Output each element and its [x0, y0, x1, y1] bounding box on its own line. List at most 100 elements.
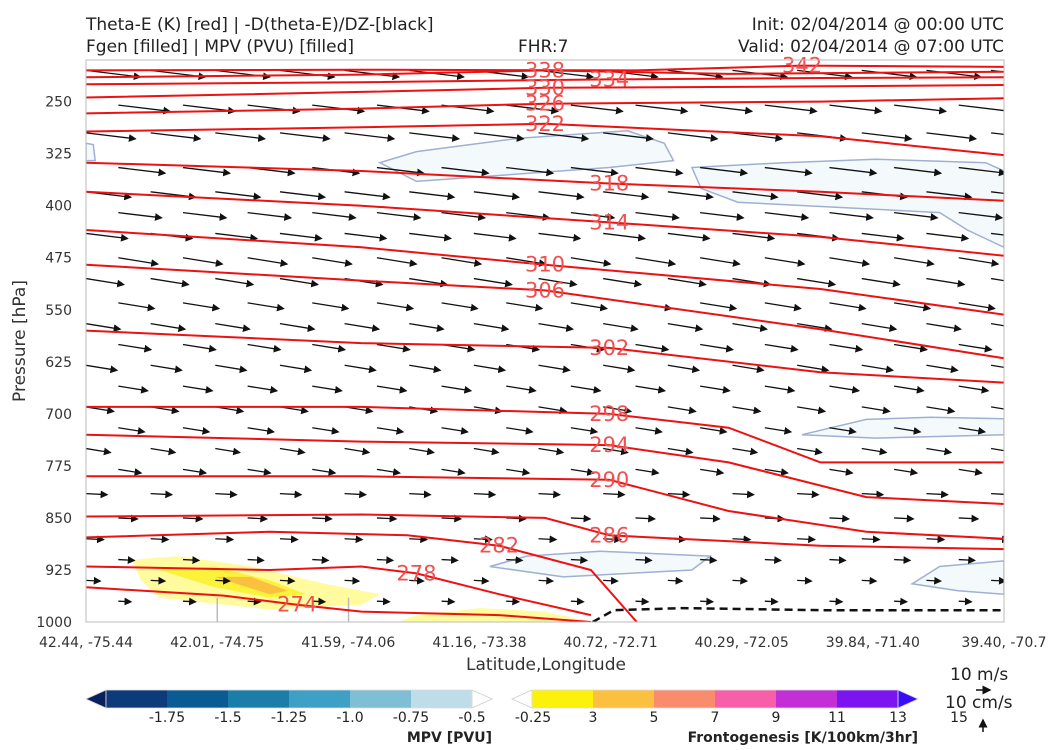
- wind-vector-61: [279, 191, 326, 201]
- wind-vector-341: [570, 597, 585, 606]
- wind-vector-239: [538, 447, 565, 456]
- wind-vector-305: [118, 556, 136, 564]
- wind-vector-201: [893, 385, 925, 394]
- wind-vector-288: [894, 514, 915, 523]
- theta-e-contour-290: [86, 475, 1004, 540]
- y-tick-250: 250: [45, 95, 72, 111]
- wind-vector-111: [700, 257, 741, 267]
- wind-vector-110: [635, 257, 677, 267]
- colorbar-label-3: 9: [772, 710, 781, 726]
- wind-vector-27: [894, 104, 947, 115]
- wind-vector-56: [894, 166, 943, 177]
- colorbar-extend-high: [471, 689, 493, 709]
- theta-e-contour-318: [86, 161, 1004, 202]
- wind-vector-232: [86, 447, 112, 456]
- colorbar-bin-1: [593, 690, 655, 708]
- wind-vector-174: [86, 364, 119, 374]
- wind-vector-194: [441, 385, 473, 394]
- colorbar-label-0: -1.75: [149, 710, 185, 726]
- wind-vector-219: [182, 427, 211, 435]
- wind-vector-108: [506, 257, 547, 267]
- wind-vector-268: [538, 490, 561, 499]
- wind-vector-214: [797, 406, 827, 415]
- wind-vector-316: [829, 556, 847, 564]
- x-tick-6: 39.84, -71.40: [826, 635, 920, 651]
- colorbar-bin-5: [411, 690, 473, 708]
- wind-vector-129: [926, 277, 966, 288]
- wind-vector-332: [926, 576, 942, 585]
- theta-e-contour-314: [86, 190, 1004, 257]
- wind-vector-334: [118, 597, 133, 606]
- theta-e-contour-310: [86, 229, 1004, 316]
- wind-vector-158: [926, 323, 962, 333]
- wind-vector-211: [603, 406, 633, 415]
- wind-vector-278: [247, 514, 269, 523]
- wind-vector-106: [376, 257, 418, 267]
- contour-label-294: 294: [589, 433, 629, 457]
- wind-vector-173: [958, 343, 993, 353]
- wind-vector-65: [538, 191, 585, 201]
- mpv-region-5: [86, 142, 97, 162]
- wind-vector-127: [797, 277, 837, 288]
- wind-vector-114: [893, 257, 935, 267]
- wind-vector-89: [215, 232, 259, 242]
- forecast-hour: FHR:7: [518, 37, 569, 57]
- wind-vector-92: [409, 232, 452, 242]
- y-tick-475: 475: [45, 251, 72, 267]
- x-tick-5: 40.29, -72.05: [695, 635, 789, 651]
- y-tick-850: 850: [45, 511, 72, 527]
- wind-vector-83: [764, 211, 810, 221]
- wind-vector-182: [603, 364, 636, 374]
- wind-vector-215: [861, 406, 891, 415]
- wind-vector-216: [926, 406, 956, 415]
- wind-vector-48: [376, 166, 425, 177]
- wind-vector-260: [958, 468, 983, 476]
- wind-vector-32: [279, 132, 331, 142]
- wind-reference: 10 m/s 10 cm/s: [945, 665, 1013, 732]
- wind-vector-94: [538, 232, 582, 242]
- wind-vector-186: [861, 364, 894, 374]
- wind-vector-312: [570, 556, 589, 564]
- colorbar-bin-4: [350, 690, 412, 708]
- wind-vector-289: [958, 514, 980, 523]
- colorbar-bin-4: [776, 690, 838, 708]
- wind-vector-245: [926, 447, 953, 456]
- colorbar-extend-low: [511, 689, 533, 709]
- wind-vector-262: [150, 490, 174, 499]
- wind-vector-35: [473, 132, 525, 142]
- wind-vector-244: [861, 447, 888, 456]
- colorbar-title: MPV [PVU]: [407, 730, 492, 746]
- wind-vector-82: [700, 211, 745, 221]
- contour-label-326: 326: [525, 92, 565, 116]
- wind-vector-241: [667, 447, 694, 456]
- wind-vector-73: [118, 211, 163, 221]
- x-tick-labels: 42.44, -75.44 42.01, -74.75 41.59, -74.06 4…: [39, 635, 1047, 651]
- wind-vector-259: [893, 468, 919, 476]
- theta-e-contour-306: [86, 263, 1004, 360]
- mpv-region-4: [910, 560, 1004, 595]
- colorbar-outline: [531, 689, 899, 709]
- wind-vector-183: [667, 364, 701, 374]
- colorbar-bin-0: [106, 690, 168, 708]
- y-tick-775: 775: [45, 459, 72, 475]
- wind-vector-223: [441, 427, 469, 435]
- wind-vector-107: [441, 257, 483, 267]
- colorbar-label-6: 15: [950, 710, 968, 726]
- wind-vector-243: [797, 447, 823, 456]
- chart-title-line1: Theta-E (K) [red] | -D(theta-E)/DZ-[blac…: [86, 15, 434, 35]
- wind-vector-342: [635, 597, 650, 606]
- valid-time: Valid: 02/04/2014 @ 07:00 UTC: [738, 37, 1004, 57]
- wind-vector-152: [538, 323, 574, 333]
- wind-vector-103: [182, 257, 224, 267]
- wind-vector-121: [409, 277, 449, 288]
- wind-vector-234: [215, 447, 241, 456]
- wind-vector-266: [409, 490, 432, 499]
- plot-area: [86, 60, 1004, 622]
- wind-vector-193: [376, 385, 408, 394]
- wind-vector-249: [247, 468, 272, 476]
- wind-vector-339: [441, 597, 456, 606]
- wind-vector-255: [635, 468, 660, 476]
- wind-vector-284: [635, 514, 656, 523]
- wind-vector-269: [603, 490, 626, 499]
